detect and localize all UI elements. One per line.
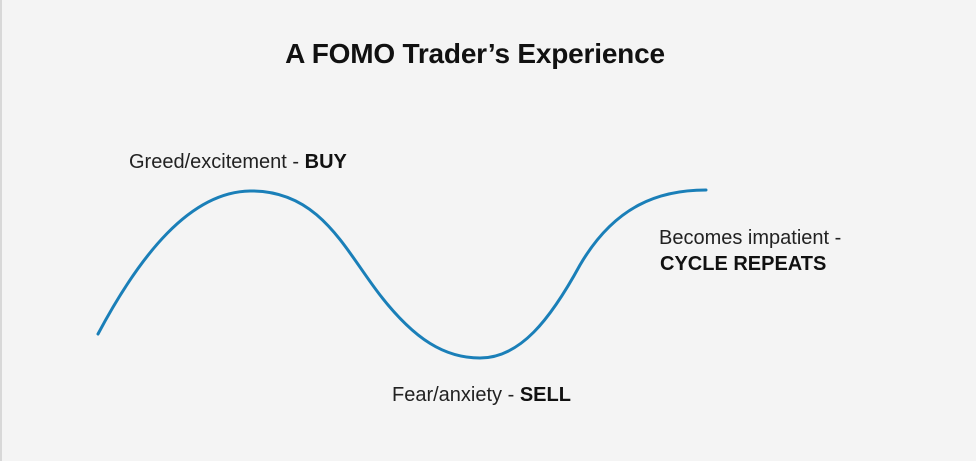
trough-label-action: SELL [519,384,571,406]
peak-label-action: BUY [304,151,347,173]
peak-label: Greed/excitement - BUY [129,151,347,174]
end-label-text: Becomes impatient - [659,227,842,249]
diagram-title: A FOMO Trader’s Experience [285,38,665,69]
wave-path [96,188,708,360]
end-label-action: CYCLE REPEATS [660,253,827,275]
trough-label: Fear/anxiety - SELL [392,384,571,407]
trough-label-text: Fear/anxiety - [392,384,520,406]
left-edge-divider [0,0,2,461]
peak-label-text: Greed/excitement - [129,151,305,173]
